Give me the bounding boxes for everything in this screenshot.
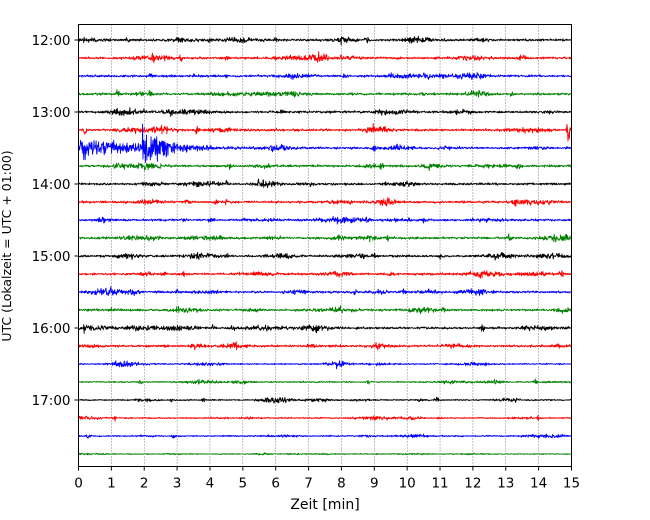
- x-tick-label: 7: [304, 476, 313, 492]
- x-tick-label: 2: [140, 476, 149, 492]
- trace-1215: [78, 51, 572, 64]
- x-tick-label: 0: [74, 476, 83, 492]
- trace-1345: [78, 162, 572, 172]
- trace-1615: [78, 341, 572, 351]
- x-tick-label: 4: [206, 476, 215, 492]
- trace-1415: [78, 197, 572, 207]
- trace-1330: [78, 123, 572, 163]
- y-tick-label: 14:00: [32, 177, 71, 193]
- x-tick-label: 8: [337, 476, 346, 492]
- x-tick-label: 12: [464, 476, 481, 492]
- trace-1715: [78, 414, 572, 422]
- x-tick-label: 9: [370, 476, 379, 492]
- trace-1245: [78, 89, 572, 98]
- x-tick-label: 14: [530, 476, 547, 492]
- x-tick-label: 3: [173, 476, 182, 492]
- trace-1500: [78, 251, 572, 261]
- x-tick-label: 10: [399, 476, 416, 492]
- trace-1730: [78, 433, 572, 439]
- y-axis-label: UTC (Lokalzeit = UTC + 01:00): [0, 150, 14, 341]
- seismogram-traces: [78, 35, 572, 456]
- trace-1445: [78, 233, 572, 243]
- plot-frame: [78, 24, 572, 467]
- trace-1430: [78, 216, 572, 225]
- x-axis-ticks: 0 1 2 3 4 5 6 7 8 9 10 11 12 13 14 15: [74, 466, 580, 492]
- y-tick-label: 16:00: [32, 321, 71, 337]
- trace-1545: [78, 305, 572, 315]
- x-axis-label: Zeit [min]: [290, 497, 359, 513]
- trace-1645: [78, 378, 572, 385]
- x-tick-label: 6: [271, 476, 280, 492]
- y-tick-label: 17:00: [32, 393, 71, 409]
- x-tick-label: 11: [431, 476, 448, 492]
- y-tick-label: 15:00: [32, 249, 71, 265]
- x-tick-label: 5: [239, 476, 248, 492]
- trace-1700: [78, 396, 572, 404]
- y-axis-ticks: 12:00 13:00 14:00 15:00 16:00 17:00: [32, 33, 79, 409]
- trace-1600: [78, 323, 572, 334]
- y-tick-label: 12:00: [32, 33, 71, 49]
- x-tick-label: 13: [497, 476, 514, 492]
- x-tick-label: 15: [563, 476, 580, 492]
- trace-1745: [78, 452, 572, 456]
- trace-1530: [78, 286, 572, 297]
- trace-1630: [78, 360, 572, 370]
- trace-1230: [78, 72, 572, 81]
- y-tick-label: 13:00: [32, 105, 71, 121]
- trace-1400: [78, 178, 572, 189]
- x-tick-label: 1: [107, 476, 116, 492]
- trace-1515: [78, 270, 572, 279]
- trace-1300: [78, 107, 572, 117]
- trace-1315: [78, 123, 572, 142]
- trace-1200: [78, 35, 572, 46]
